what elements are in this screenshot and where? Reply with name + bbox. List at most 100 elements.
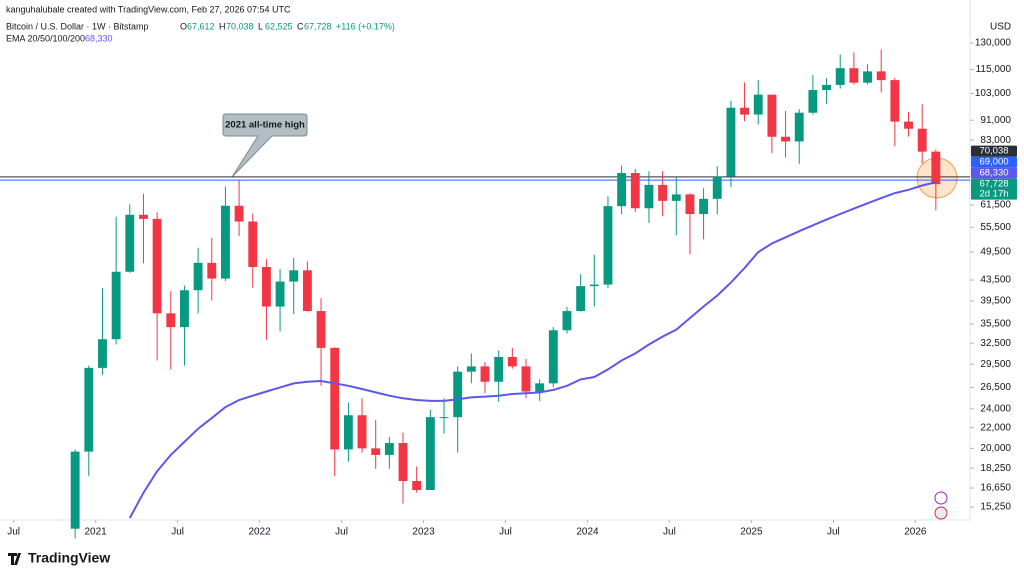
candle-body: [589, 284, 599, 287]
candle-body: [863, 71, 872, 83]
event-icon: [934, 506, 948, 520]
x-tick-label: 2021: [85, 527, 108, 538]
y-tick-label: 35,500: [980, 319, 1011, 330]
candle-body: [849, 68, 859, 83]
y-tick-label: 26,500: [980, 382, 1011, 393]
candle-body: [931, 151, 941, 185]
candle-body: [726, 107, 736, 177]
y-tick-label: 49,500: [980, 247, 1011, 258]
price-countdown: 2d 17h: [979, 189, 1008, 200]
ohlc-key: H: [219, 21, 226, 31]
y-tick-label: 15,250: [980, 502, 1011, 513]
candle-body: [644, 184, 654, 209]
y-tick-label: 20,000: [980, 443, 1011, 454]
candle-body: [179, 290, 189, 328]
candle-body: [781, 136, 791, 142]
candle-body: [753, 94, 763, 115]
candle-body: [658, 184, 668, 201]
x-tick-label: 2022: [248, 527, 271, 538]
y-tick-label: 43,500: [980, 275, 1011, 286]
candle-body: [521, 366, 531, 392]
candle-body: [630, 173, 640, 209]
y-tick-label: 29,500: [980, 359, 1011, 370]
candle-body: [576, 286, 586, 312]
candle-body: [152, 218, 162, 314]
annotation: 2021 all-time high: [225, 120, 305, 131]
y-tick-label: 18,250: [980, 463, 1011, 474]
price-label-box: [971, 178, 1017, 200]
candle-body: [84, 367, 94, 452]
candle-body: [261, 267, 271, 307]
candle-body: [767, 94, 777, 137]
x-tick-label: Jul: [827, 527, 840, 538]
indicator-name: EMA 20/50/100/200: [6, 33, 85, 43]
x-tick-label: Jul: [7, 527, 20, 538]
candle-body: [439, 417, 449, 419]
candle-body: [343, 415, 353, 450]
candle-body: [822, 84, 831, 91]
brand-logo: [8, 553, 21, 565]
y-tick-label: 130,000: [975, 38, 1012, 49]
candle-body: [207, 262, 217, 279]
x-tick-label: 2024: [576, 527, 599, 538]
candle-body: [98, 339, 107, 368]
candle-body: [466, 366, 476, 372]
candle-body: [917, 128, 927, 152]
indicator-value: 68,330: [85, 33, 113, 43]
candle-body: [371, 448, 381, 455]
candle-body: [835, 68, 845, 85]
candle-body: [904, 121, 913, 129]
candle-body: [302, 270, 312, 312]
x-tick-label: Jul: [499, 527, 512, 538]
ohlc-value: 70,038: [226, 21, 254, 31]
candle-body: [453, 371, 463, 418]
y-tick-label: 61,500: [980, 200, 1011, 211]
candle-body: [425, 417, 435, 491]
y-tick-label: 103,000: [975, 88, 1012, 99]
candle-body: [876, 71, 886, 81]
ohlc-key: C: [297, 21, 304, 31]
y-tick-label: 24,000: [980, 404, 1011, 415]
x-tick-label: Jul: [335, 527, 348, 538]
candle-body: [603, 206, 613, 285]
candle-body: [330, 347, 340, 450]
y-tick-label: 22,000: [980, 422, 1011, 433]
price-label: 67,728: [979, 179, 1008, 190]
candle-body: [808, 90, 818, 113]
ohlc-value: 67,728: [304, 21, 332, 31]
candle-body: [712, 176, 722, 199]
candle-body: [111, 271, 121, 340]
x-tick-label: Jul: [663, 527, 676, 538]
candle-body: [794, 112, 804, 142]
candle-body: [70, 451, 80, 529]
event-icon: [934, 491, 948, 505]
ohlc-value: 62,525: [265, 21, 293, 31]
candle-body: [535, 383, 545, 392]
x-tick-label: 2026: [904, 527, 927, 538]
candle-body: [357, 415, 367, 449]
candle-body: [890, 80, 900, 122]
symbol-title: Bitcoin / U.S. Dollar · 1W · Bitstamp: [6, 21, 149, 31]
candle-body: [220, 205, 230, 279]
watermark: kanguhalubale created with TradingView.c…: [6, 4, 291, 14]
brand: TradingView: [28, 550, 110, 566]
candle-body: [125, 214, 135, 272]
candle-body: [671, 194, 681, 201]
currency: USD: [990, 22, 1011, 33]
price-label: 69,000: [979, 157, 1008, 168]
annotation-callout: [222, 113, 308, 178]
change: +116 (+0.17%): [336, 21, 395, 31]
y-tick-label: 83,000: [980, 135, 1011, 146]
candle-body: [234, 205, 244, 222]
ohlc-value: 67,612: [187, 21, 215, 31]
price-label: 68,330: [979, 168, 1008, 179]
candle-body: [316, 311, 326, 348]
y-tick-label: 55,500: [980, 222, 1011, 233]
candle-body: [289, 270, 299, 282]
price-label-box: [971, 167, 1017, 179]
candle-body: [166, 313, 176, 328]
candle-body: [412, 481, 422, 491]
